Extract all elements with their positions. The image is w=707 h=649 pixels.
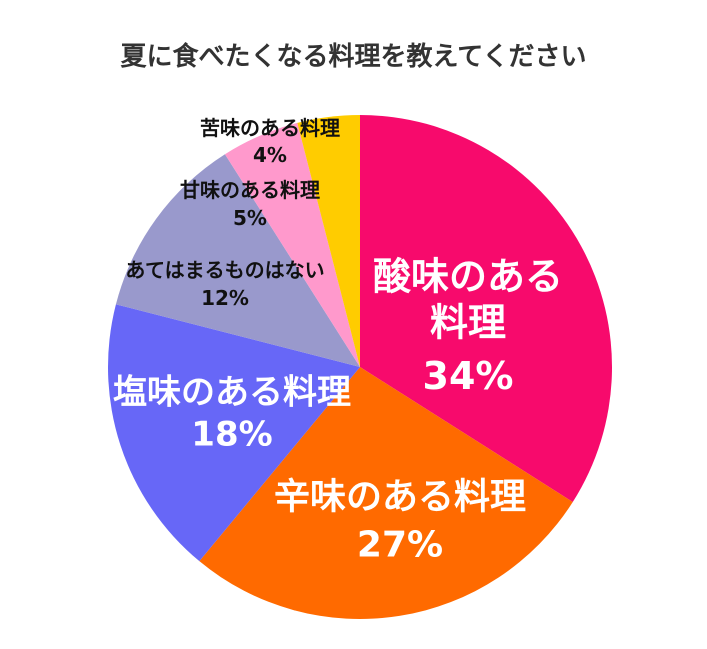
slice-label: 塩味のある料理 bbox=[113, 372, 351, 413]
slice-label: 辛味のある料理 bbox=[273, 476, 526, 518]
value-label: 4% bbox=[253, 143, 287, 167]
pie-slice bbox=[199, 367, 573, 619]
chart-title: 夏に食べたくなる料理を教えてください bbox=[120, 42, 587, 72]
slice-label: 甘味のある料理 bbox=[180, 178, 320, 202]
pie-slice bbox=[108, 304, 360, 562]
value-label: 34% bbox=[422, 354, 514, 399]
value-label: 18% bbox=[191, 414, 273, 455]
value-label: 5% bbox=[233, 206, 267, 230]
pie-slice bbox=[224, 122, 360, 367]
value-label: 12% bbox=[201, 286, 249, 310]
pie-slice bbox=[360, 115, 613, 503]
value-label: 27% bbox=[356, 524, 444, 566]
slice-label: 苦味のある料理 bbox=[200, 116, 340, 140]
pie-slice bbox=[297, 115, 360, 367]
pie-slice bbox=[115, 154, 360, 367]
slice-label: 酸味のある料理 bbox=[372, 254, 563, 344]
slice-label: あてはまるものはない bbox=[125, 258, 325, 282]
